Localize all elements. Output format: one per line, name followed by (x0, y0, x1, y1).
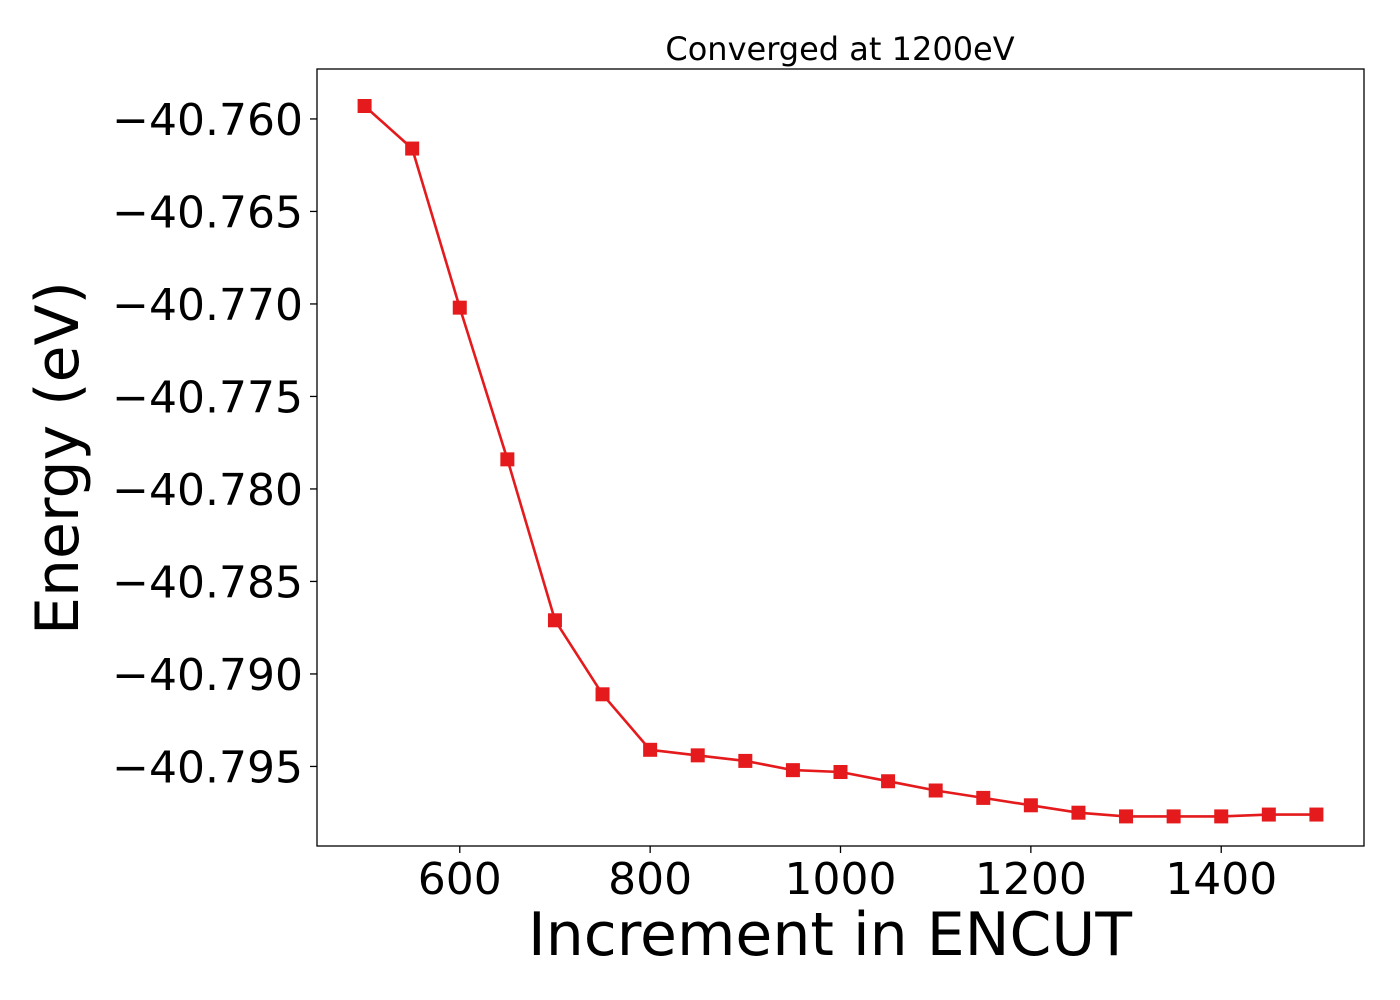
x-tick-label: 1000 (785, 854, 897, 905)
data-point (881, 774, 896, 789)
data-point (690, 748, 705, 763)
data-point (357, 99, 372, 113)
data-point (643, 742, 658, 757)
data-point (785, 763, 800, 778)
data-point (1214, 809, 1229, 824)
data-point (1023, 798, 1038, 813)
x-axis-title: Increment in ENCUT (528, 900, 1132, 970)
data-point (833, 765, 848, 779)
y-tick-label: −40.770 (112, 280, 303, 331)
data-point (452, 300, 467, 315)
y-tick-label: −40.795 (112, 742, 303, 793)
x-tick-label: 1200 (975, 854, 1087, 905)
data-point (1309, 807, 1324, 822)
chart-title: Converged at 1200eV (665, 30, 1014, 68)
x-axis-ticks: 600 800 1000 1200 1400 (418, 846, 1277, 905)
data-point (928, 783, 943, 798)
data-point (1119, 809, 1134, 824)
y-tick-label: −40.765 (112, 187, 303, 238)
y-tick-label: −40.760 (112, 95, 303, 146)
data-point (500, 452, 515, 467)
y-tick-label: −40.790 (112, 650, 303, 701)
data-point (547, 613, 562, 628)
series-layer (357, 99, 1324, 824)
plot-area (316, 68, 1365, 847)
data-point (976, 790, 991, 805)
data-point (1166, 809, 1181, 824)
y-axis-title: Energy (eV) (23, 281, 93, 635)
y-tick-label: −40.785 (112, 557, 303, 608)
plot-frame (316, 68, 1365, 847)
x-tick-label: 600 (418, 854, 502, 905)
x-tick-label: 800 (608, 854, 692, 905)
data-point (738, 753, 753, 768)
y-tick-label: −40.775 (112, 372, 303, 423)
data-point (405, 141, 420, 156)
y-tick-label: −40.780 (112, 465, 303, 516)
x-tick-label: 1400 (1165, 854, 1277, 905)
data-point (595, 687, 610, 702)
data-point (1071, 805, 1086, 820)
data-point (1261, 807, 1276, 822)
y-axis-ticks: −40.760 −40.765 −40.770 −40.775 −40.780 −40.7… (112, 95, 317, 793)
